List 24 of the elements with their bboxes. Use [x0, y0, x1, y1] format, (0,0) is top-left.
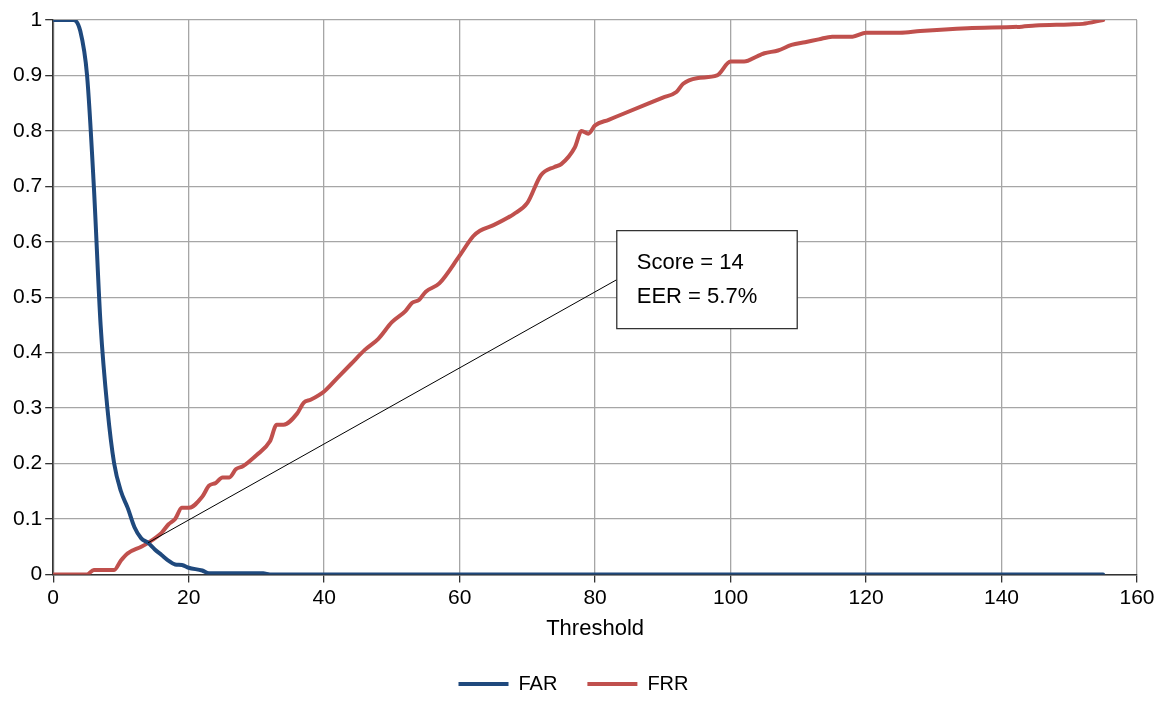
annotation: Score = 14 EER = 5.7%	[636, 248, 758, 308]
y-tick-label: 0.6	[12, 228, 43, 252]
x-tick-label: 20	[176, 584, 201, 608]
y-tick-label: 0.9	[12, 62, 43, 86]
y-tick-label: 0.3	[12, 394, 43, 418]
y-tick-label: 0	[30, 561, 43, 585]
x-tick-label: 0	[47, 584, 60, 608]
y-tick-label: 0.1	[12, 505, 43, 529]
y-tick-label: 0.8	[12, 117, 43, 141]
x-tick-label: 60	[447, 584, 472, 608]
x-axis-title: Threshold	[546, 614, 645, 640]
x-tick-label: 100	[713, 584, 749, 608]
y-tick-label: 0.2	[12, 450, 43, 474]
x-tick-label: 140	[984, 584, 1020, 608]
x-tick-label: 80	[583, 584, 607, 608]
y-tick-label: 0.4	[12, 339, 43, 363]
y-tick-label: 1	[30, 6, 43, 30]
legend-label: FRR	[647, 671, 689, 694]
y-tick-label: 0.7	[12, 173, 43, 197]
x-tick-label: 160	[1119, 584, 1155, 608]
x-tick-label: 120	[848, 584, 884, 608]
y-tick-label: 0.5	[12, 284, 43, 307]
legend-label: FAR	[518, 671, 558, 694]
x-tick-label: 40	[312, 584, 336, 608]
